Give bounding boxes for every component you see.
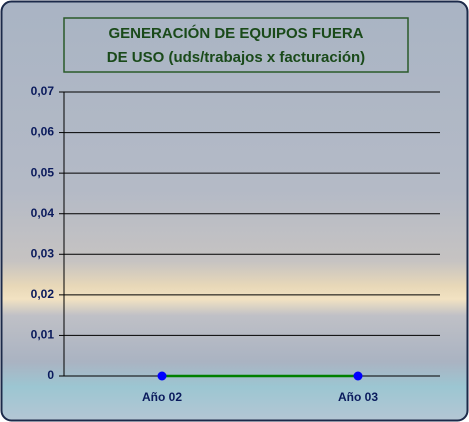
chart-title: GENERACIÓN DE EQUIPOS FUERA bbox=[108, 24, 363, 42]
chart-title: DE USO (uds/trabajos x facturación) bbox=[107, 49, 365, 66]
y-tick-label: 0,04 bbox=[31, 206, 55, 220]
y-tick-label: 0,06 bbox=[31, 125, 55, 139]
y-tick-label: 0,02 bbox=[31, 287, 55, 301]
data-point bbox=[353, 371, 363, 381]
y-tick-label: 0,01 bbox=[31, 328, 55, 342]
x-tick-label: Año 03 bbox=[338, 390, 378, 404]
y-tick-label: 0,03 bbox=[31, 246, 55, 260]
title-box bbox=[63, 17, 409, 73]
y-tick-label: 0 bbox=[47, 368, 54, 382]
y-tick-label: 0,07 bbox=[31, 84, 55, 98]
y-tick-label: 0,05 bbox=[31, 165, 55, 179]
x-tick-label: Año 02 bbox=[142, 390, 182, 404]
data-point bbox=[157, 371, 167, 381]
